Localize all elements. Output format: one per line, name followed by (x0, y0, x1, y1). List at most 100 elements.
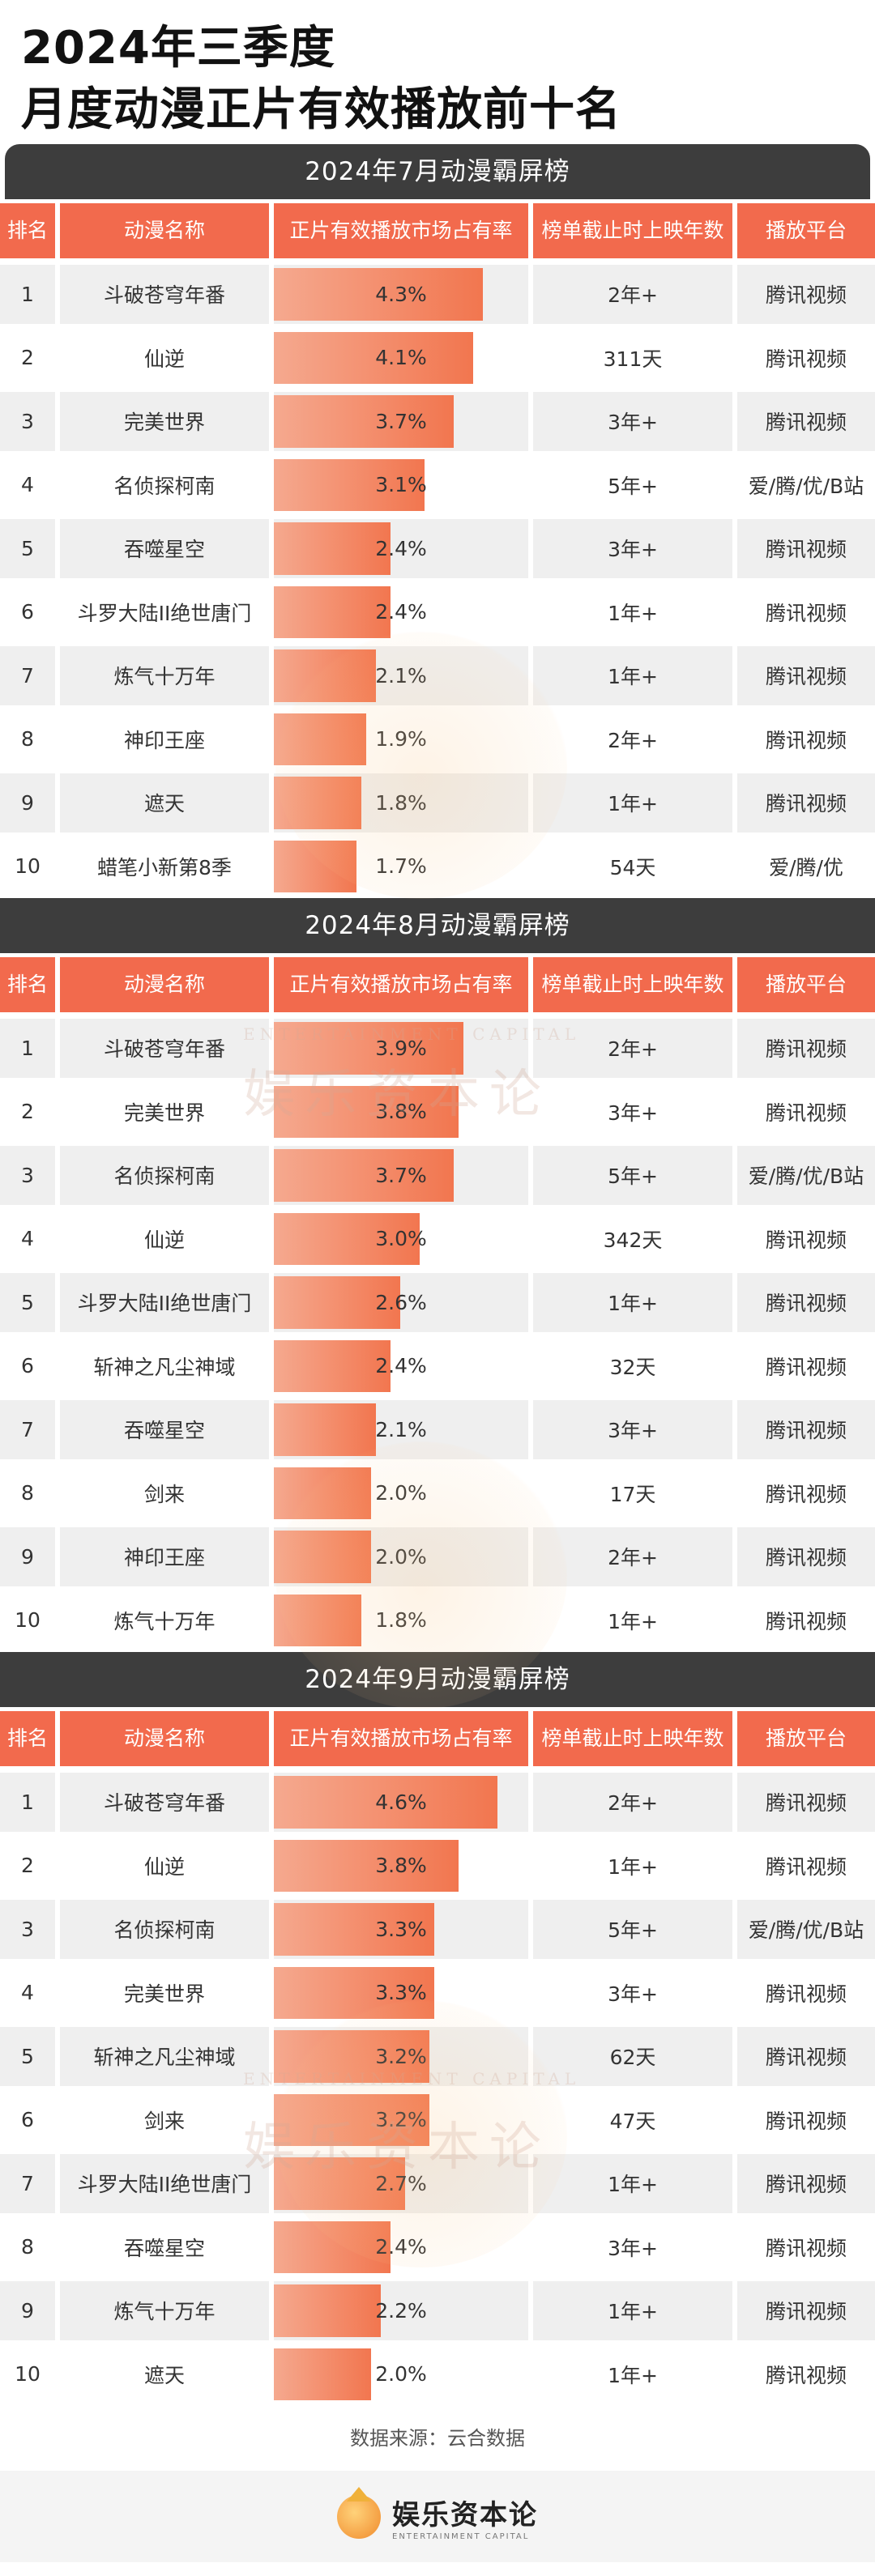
share-bar (274, 1339, 391, 1392)
anime-name-cell: 斩神之凡尘神域 (60, 1336, 269, 1395)
anime-name-cell: 遮天 (60, 2344, 269, 2404)
table-row: 9 炼气十万年 2.2% 1年+ 腾讯视频 (0, 2279, 875, 2343)
ranking-section: 2024年9月动漫霸屏榜 排名 动漫名称 正片有效播放市场占有率 榜单截止时上映年数 播放… (0, 1652, 875, 2406)
share-cell: 3.3% (274, 1900, 528, 1959)
table-row: 9 神印王座 2.0% 2年+ 腾讯视频 (0, 1525, 875, 1589)
share-cell: 3.8% (274, 1836, 528, 1895)
anime-name-cell: 斗破苍穹年番 (60, 1773, 269, 1832)
share-value: 3.9% (375, 1036, 427, 1060)
table-row: 7 吞噬星空 2.1% 3年+ 腾讯视频 (0, 1398, 875, 1462)
page-header: 2024年三季度 月度动漫正片有效播放前十名 (0, 0, 875, 144)
table-row: 7 炼气十万年 2.1% 1年+ 腾讯视频 (0, 644, 875, 708)
rank-cell: 3 (0, 1146, 55, 1205)
share-value: 2.0% (375, 1544, 427, 1569)
anime-name-cell: 蜡笔小新第8季 (60, 837, 269, 896)
platform-cell: 腾讯视频 (737, 1463, 875, 1522)
years-cell: 5年+ (533, 1146, 732, 1205)
rank-cell: 6 (0, 1336, 55, 1395)
years-cell: 5年+ (533, 455, 732, 514)
share-value: 2.4% (375, 1354, 427, 1378)
table-row: 6 剑来 3.2% 47天 腾讯视频 (0, 2088, 875, 2152)
header-days: 榜单截止时上映年数 (533, 203, 732, 258)
platform-cell: 爱/腾/优/B站 (737, 1900, 875, 1959)
brand-text: 娱乐资本论 ENTERTAINMENT CAPITAL (392, 2493, 538, 2541)
years-cell: 1年+ (533, 646, 732, 705)
share-cell: 3.2% (274, 2090, 528, 2149)
years-cell: 3年+ (533, 1400, 732, 1459)
platform-cell: 爱/腾/优/B站 (737, 1146, 875, 1205)
header-rank: 排名 (0, 203, 55, 258)
rank-cell: 6 (0, 582, 55, 641)
brand-name: 娱乐资本论 (392, 2498, 538, 2531)
rank-cell: 5 (0, 2027, 55, 2086)
share-bar (274, 713, 366, 765)
platform-cell: 腾讯视频 (737, 1773, 875, 1832)
rank-cell: 2 (0, 1082, 55, 1141)
anime-name-cell: 仙逆 (60, 1836, 269, 1895)
anime-name-cell: 遮天 (60, 773, 269, 832)
share-bar (274, 777, 361, 829)
share-cell: 1.7% (274, 837, 528, 896)
platform-cell: 腾讯视频 (737, 709, 875, 769)
table-row: 3 完美世界 3.7% 3年+ 腾讯视频 (0, 390, 875, 453)
years-cell: 32天 (533, 1336, 732, 1395)
platform-cell: 腾讯视频 (737, 1082, 875, 1141)
header-share: 正片有效播放市场占有率 (274, 203, 528, 258)
platform-cell: 腾讯视频 (737, 2090, 875, 2149)
share-value: 2.4% (375, 536, 427, 560)
anime-name-cell: 吞噬星空 (60, 1400, 269, 1459)
share-value: 2.0% (375, 2362, 427, 2387)
share-bar (274, 1839, 459, 1892)
share-bar (274, 1903, 434, 1956)
platform-cell: 腾讯视频 (737, 582, 875, 641)
share-bar (274, 458, 425, 511)
rank-cell: 8 (0, 2217, 55, 2276)
page-title-line1: 2024年三季度 (21, 22, 335, 75)
years-cell: 2年+ (533, 1773, 732, 1832)
header-share: 正片有效播放市场占有率 (274, 957, 528, 1012)
header-name: 动漫名称 (60, 957, 269, 1012)
platform-cell: 腾讯视频 (737, 1209, 875, 1268)
share-bar (274, 585, 391, 638)
share-cell: 3.1% (274, 455, 528, 514)
share-value: 1.8% (375, 1608, 427, 1633)
share-bar (274, 1022, 463, 1075)
share-cell: 1.9% (274, 709, 528, 769)
years-cell: 5年+ (533, 1900, 732, 1959)
share-value: 1.7% (375, 854, 427, 879)
share-bar (274, 1403, 376, 1456)
table-row: 6 斩神之凡尘神域 2.4% 32天 腾讯视频 (0, 1335, 875, 1399)
table-row: 2 仙逆 4.1% 311天 腾讯视频 (0, 326, 875, 390)
years-cell: 3年+ (533, 519, 732, 578)
table-body: 1 斗破苍穹年番 3.9% 2年+ 腾讯视频 2 完美世界 3.8% 3年+ 腾讯视频 3 名侦探柯南… (0, 1016, 875, 1652)
platform-cell: 腾讯视频 (737, 2344, 875, 2404)
rank-cell: 2 (0, 1836, 55, 1895)
share-cell: 2.1% (274, 1400, 528, 1459)
share-cell: 3.7% (274, 392, 528, 451)
platform-cell: 腾讯视频 (737, 2027, 875, 2086)
share-cell: 2.0% (274, 1527, 528, 1586)
ranking-section: 2024年8月动漫霸屏榜 排名 动漫名称 正片有效播放市场占有率 榜单截止时上映年数 播放… (0, 898, 875, 1652)
share-value: 4.6% (375, 1790, 427, 1814)
share-value: 3.3% (375, 1981, 427, 2005)
section-title: 2024年7月动漫霸屏榜 (5, 144, 870, 199)
anime-name-cell: 剑来 (60, 1463, 269, 1522)
share-value: 2.0% (375, 1481, 427, 1505)
anime-name-cell: 仙逆 (60, 1209, 269, 1268)
share-cell: 4.3% (274, 265, 528, 324)
rank-cell: 7 (0, 1400, 55, 1459)
share-bar (274, 1212, 420, 1265)
years-cell: 1年+ (533, 2281, 732, 2340)
years-cell: 1年+ (533, 1590, 732, 1650)
platform-cell: 腾讯视频 (737, 1836, 875, 1895)
anime-name-cell: 斗破苍穹年番 (60, 1019, 269, 1078)
share-bar (274, 840, 356, 892)
platform-cell: 腾讯视频 (737, 1019, 875, 1078)
share-bar (274, 2157, 405, 2210)
anime-name-cell: 吞噬星空 (60, 519, 269, 578)
platform-cell: 腾讯视频 (737, 2281, 875, 2340)
rank-cell: 7 (0, 2154, 55, 2213)
platform-cell: 腾讯视频 (737, 646, 875, 705)
header-days: 榜单截止时上映年数 (533, 1711, 732, 1766)
years-cell: 1年+ (533, 1836, 732, 1895)
